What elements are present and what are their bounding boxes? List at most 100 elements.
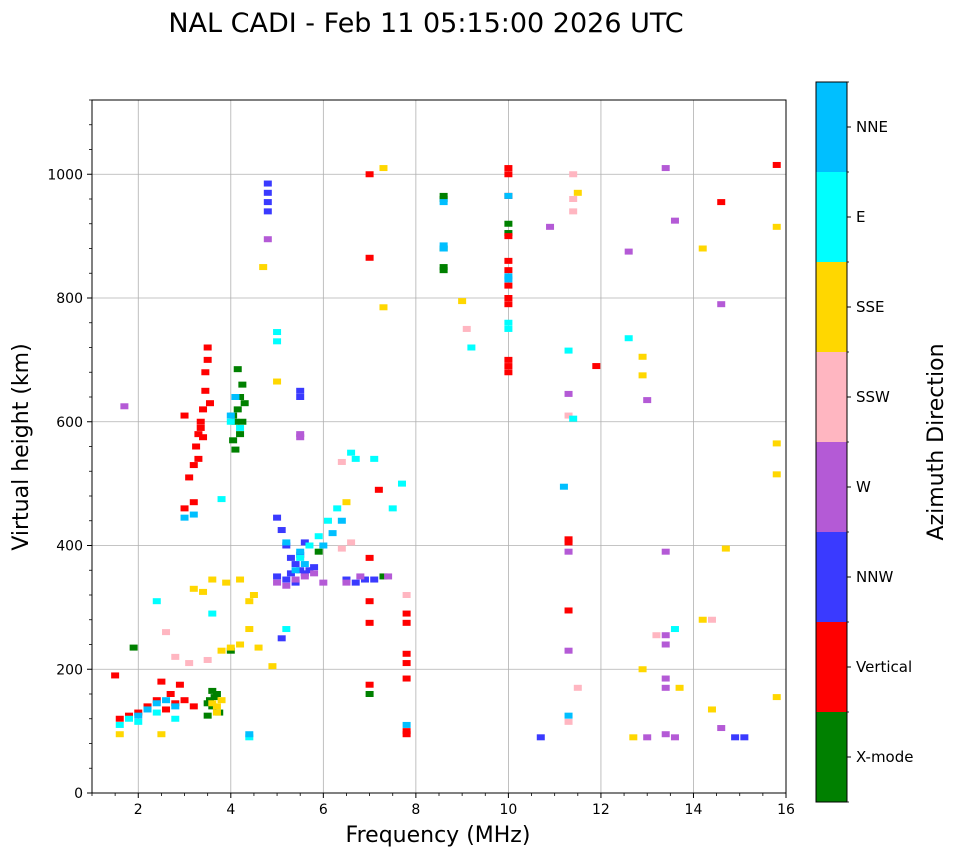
- data-point: [337, 458, 346, 465]
- colorbar-segment: [816, 82, 847, 172]
- y-axis-label: Virtual height (km): [9, 343, 34, 550]
- data-point: [263, 199, 272, 206]
- data-point: [564, 412, 573, 419]
- data-point: [504, 295, 513, 301]
- data-point: [238, 418, 247, 425]
- x-tick-label: 6: [319, 802, 328, 818]
- data-point: [342, 499, 351, 506]
- data-point: [245, 734, 254, 741]
- data-point: [402, 721, 411, 728]
- data-point: [300, 561, 309, 568]
- colorbar-frame: [815, 81, 848, 803]
- colorbar-tick-label: SSE: [856, 298, 885, 316]
- data-point: [152, 700, 161, 707]
- data-point: [661, 632, 670, 639]
- data-point: [731, 734, 740, 741]
- colorbar-tick-label: E: [856, 208, 865, 226]
- data-point: [439, 264, 448, 271]
- colorbar-segment: [816, 262, 847, 352]
- data-point: [203, 656, 212, 663]
- data-point: [171, 715, 180, 722]
- chart-title: NAL CADI - Feb 11 05:15:00 2026 UTC: [168, 8, 683, 39]
- data-point: [171, 700, 180, 707]
- y-tick-label: 200: [56, 662, 83, 678]
- data-point: [199, 406, 208, 413]
- data-point: [504, 165, 513, 172]
- data-point: [217, 647, 226, 654]
- y-tick-label: 800: [56, 291, 83, 307]
- data-point: [462, 325, 471, 332]
- data-point: [564, 347, 573, 354]
- data-point: [226, 418, 235, 425]
- data-point: [189, 703, 198, 710]
- data-point: [194, 455, 203, 462]
- data-point: [203, 356, 212, 363]
- data-point: [564, 390, 573, 397]
- data-point: [273, 329, 282, 336]
- data-point: [592, 363, 601, 370]
- data-point: [208, 703, 217, 710]
- x-axis-ticks: 2 4 6 8 10 12 14 16: [91, 793, 795, 818]
- data-point: [263, 189, 272, 196]
- colorbar-segment: [816, 352, 847, 442]
- data-point: [569, 208, 578, 215]
- data-point: [717, 199, 726, 206]
- data-point: [661, 548, 670, 555]
- data-point: [229, 437, 238, 444]
- data-point: [439, 192, 448, 199]
- data-point: [675, 684, 684, 691]
- data-point: [772, 440, 781, 447]
- data-point: [166, 691, 175, 697]
- data-point: [175, 681, 184, 688]
- y-tick-label: 600: [56, 415, 83, 431]
- data-point: [180, 514, 189, 521]
- data-point: [282, 626, 291, 633]
- data-point: [337, 545, 346, 552]
- data-point: [351, 455, 360, 462]
- data-point: [194, 431, 203, 438]
- data-point: [268, 663, 277, 670]
- data-point: [263, 236, 272, 243]
- data-point: [171, 703, 180, 710]
- data-point: [337, 517, 346, 524]
- data-point: [217, 496, 226, 503]
- data-point: [564, 718, 573, 725]
- data-point: [347, 449, 356, 456]
- data-point: [208, 610, 217, 617]
- data-point: [222, 579, 231, 586]
- data-point: [282, 582, 291, 589]
- data-point: [162, 706, 171, 713]
- colorbar-segment: [816, 442, 847, 532]
- data-point: [199, 434, 208, 441]
- data-point: [536, 734, 545, 741]
- data-point: [203, 712, 212, 719]
- data-point: [342, 579, 351, 586]
- data-point: [504, 282, 513, 289]
- data-point: [564, 712, 573, 719]
- data-point: [379, 573, 388, 580]
- data-point: [212, 691, 221, 697]
- x-axis-label: Frequency (MHz): [346, 823, 531, 848]
- data-point: [439, 196, 448, 202]
- colorbar-label: Azimuth Direction: [924, 343, 949, 540]
- data-point: [365, 598, 374, 605]
- data-point: [231, 418, 240, 425]
- data-point: [125, 712, 134, 719]
- y-tick-label: 0: [74, 786, 83, 802]
- colorbar-tick-label: Vertical: [856, 658, 912, 676]
- data-point: [365, 681, 374, 688]
- data-point: [226, 412, 235, 419]
- data-point: [717, 725, 726, 732]
- data-point: [231, 446, 240, 453]
- data-point: [115, 731, 124, 738]
- x-tick-label: 4: [226, 802, 235, 818]
- data-point: [245, 598, 254, 605]
- data-point: [180, 697, 189, 704]
- data-point: [273, 514, 282, 521]
- data-point: [192, 443, 201, 450]
- data-point: [564, 647, 573, 654]
- data-point: [314, 548, 323, 555]
- data-point: [670, 217, 679, 224]
- data-point: [397, 480, 406, 487]
